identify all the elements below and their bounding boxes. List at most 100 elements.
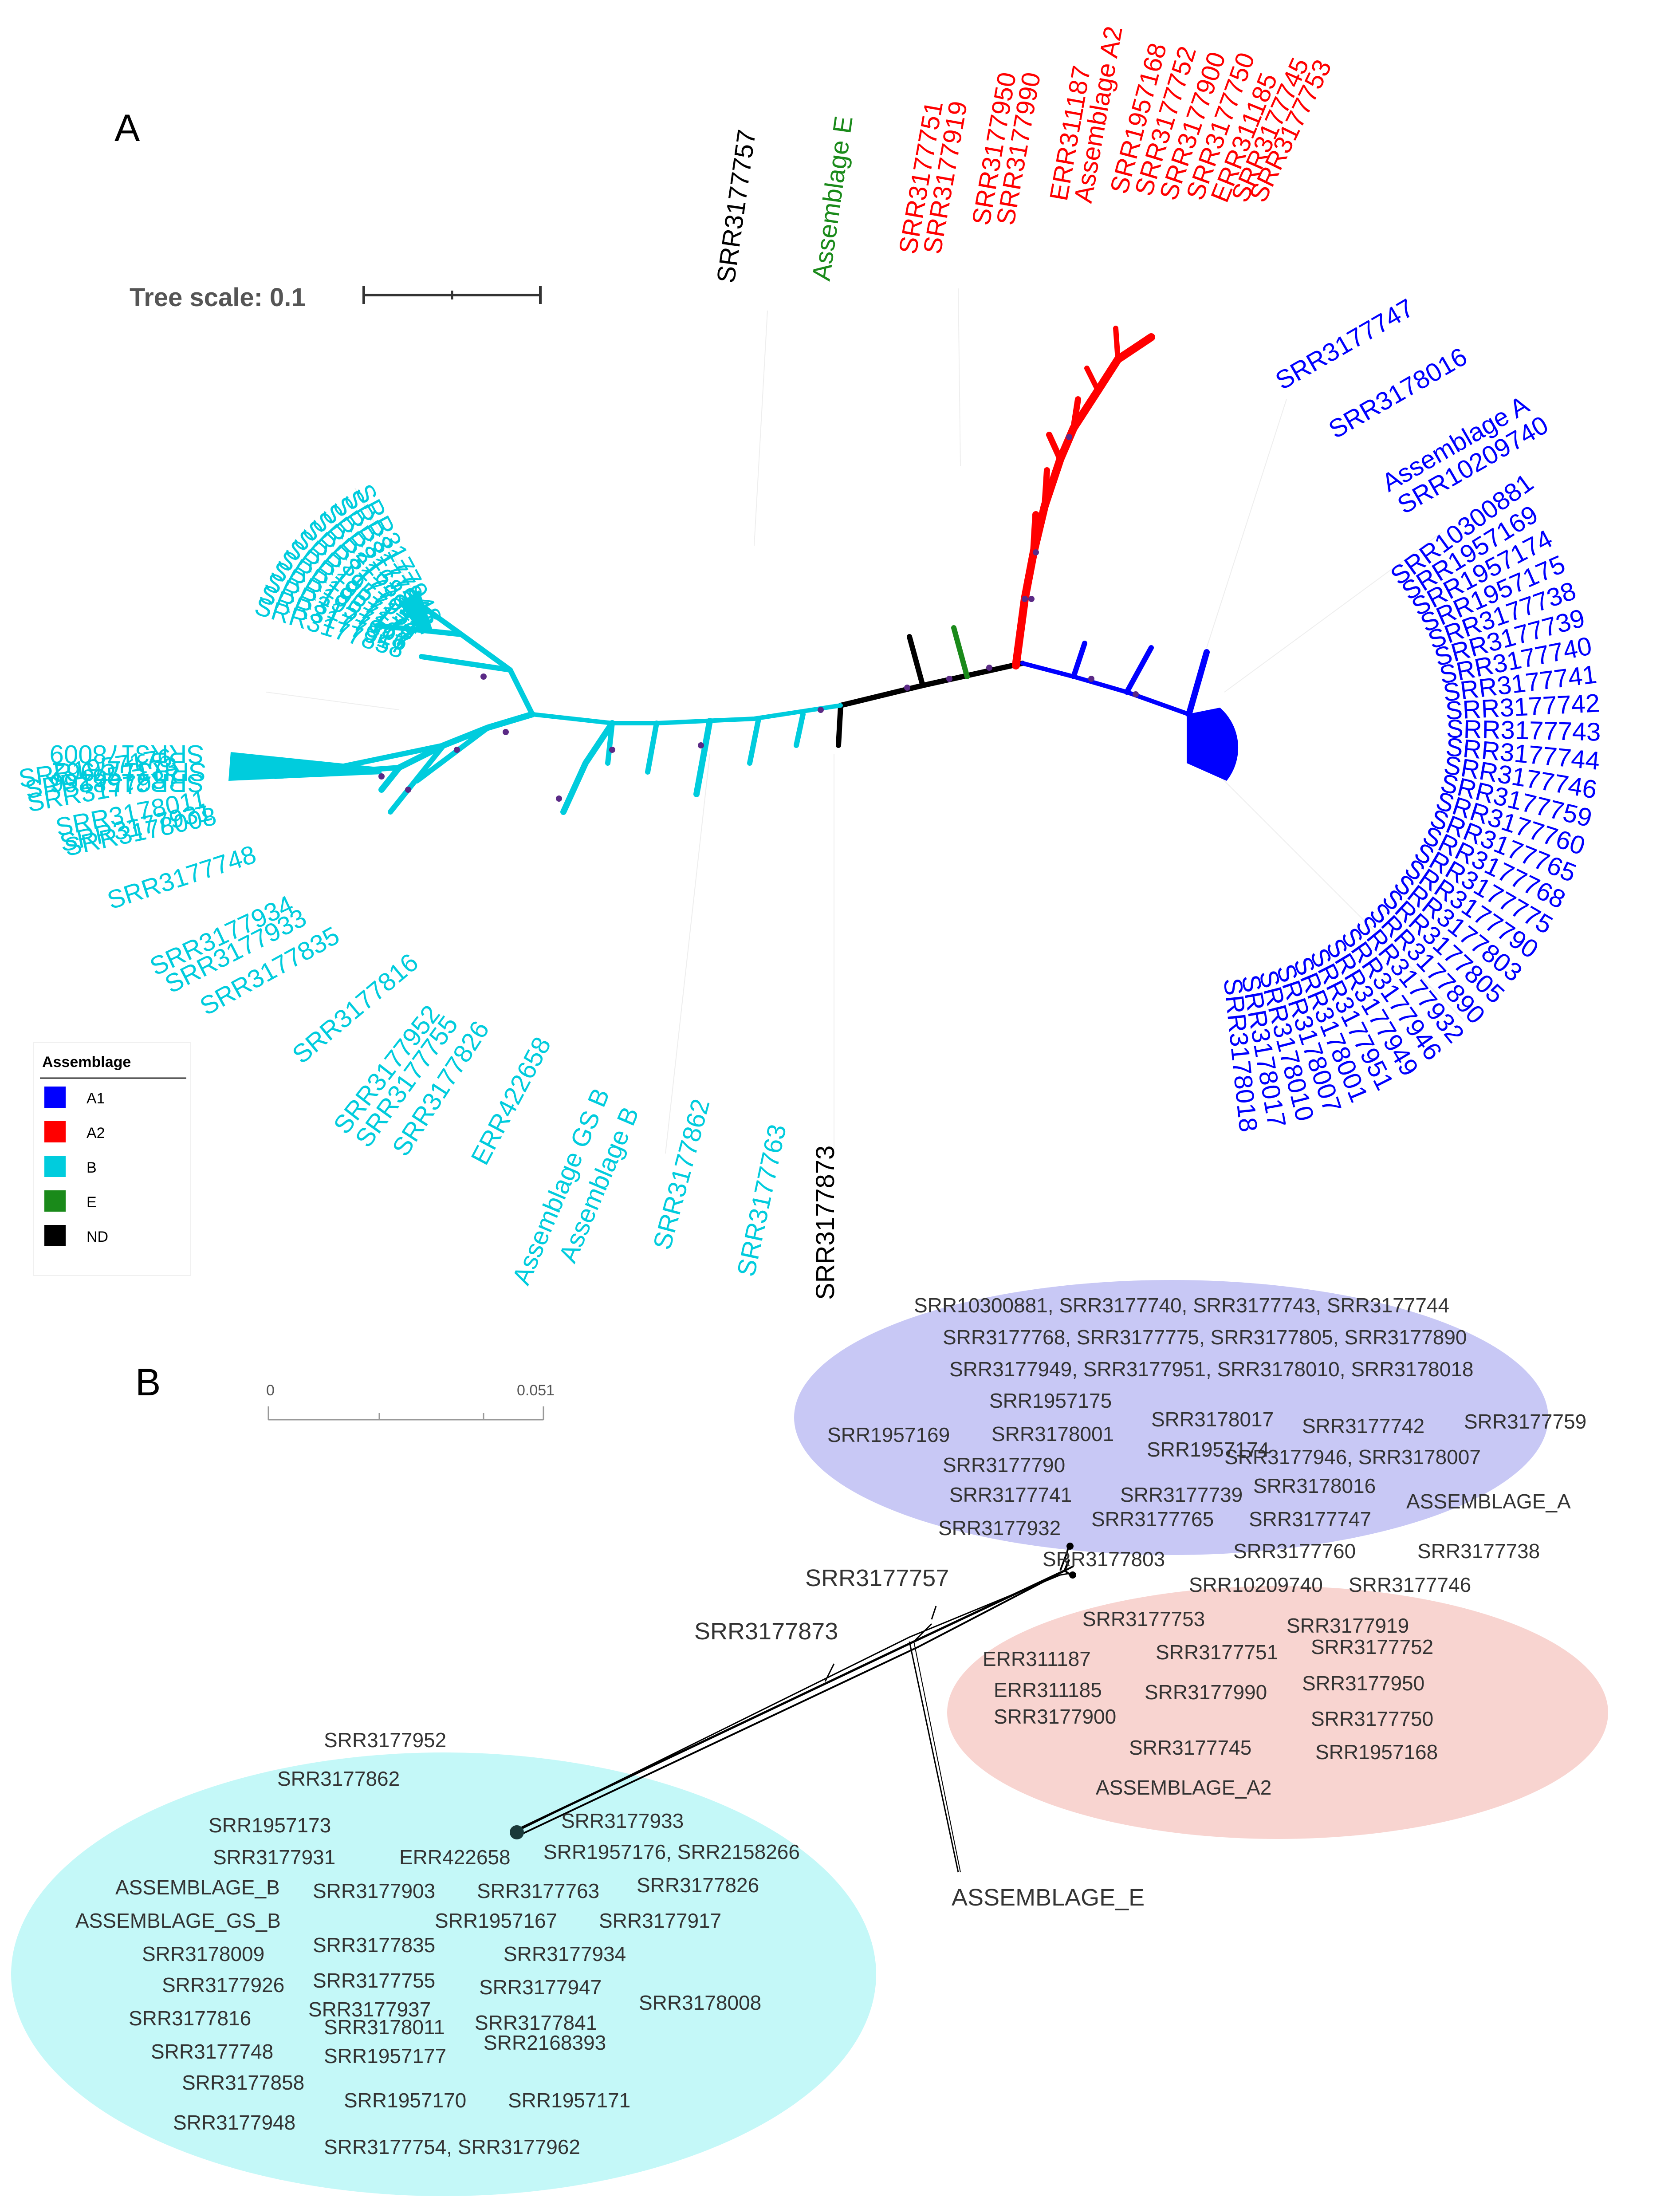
cluster-label: SRR3178017 bbox=[1151, 1408, 1274, 1431]
a1-stem bbox=[1020, 661, 1200, 721]
cluster-label: SRR3178011 bbox=[324, 2016, 445, 2039]
label-assemblage-e: ASSEMBLAGE_E bbox=[952, 1884, 1145, 1911]
cluster-label: SRR3177759 bbox=[1464, 1410, 1586, 1433]
cluster-label: ERR311187 bbox=[983, 1647, 1091, 1670]
cluster-label: SRR3178016 bbox=[1253, 1474, 1376, 1497]
legend-label: A1 bbox=[87, 1090, 105, 1107]
cluster-label: SRR3177768, SRR3177775, SRR3177805, SRR3… bbox=[943, 1326, 1467, 1349]
cluster-label: SRR1957168 bbox=[1315, 1740, 1438, 1764]
legend-label: ND bbox=[87, 1228, 108, 1245]
b-branch bbox=[334, 743, 446, 770]
cluster-label: SRR3177952 bbox=[324, 1729, 446, 1752]
panel-a: A Tree scale: 0.1 bbox=[17, 24, 1601, 1300]
cluster-label: SRR3177946, SRR3178007 bbox=[1224, 1445, 1481, 1469]
tip-label-b: SRR3177763 bbox=[732, 1122, 792, 1279]
panel-b-label: B bbox=[135, 1361, 161, 1404]
b-left-tips: SRR3178009SRR3177962SRR2158266SRR1957176… bbox=[17, 740, 219, 862]
cluster-label: ERR311185 bbox=[994, 1678, 1102, 1701]
tip-label-nd-top: SRR3177757 bbox=[712, 128, 762, 285]
a1-branch bbox=[1071, 641, 1087, 679]
tip-label-a1-text: SRR3177743 bbox=[1446, 714, 1601, 747]
cluster-label: SRR3177900 bbox=[994, 1705, 1116, 1728]
support-dot bbox=[503, 729, 509, 735]
cluster-label: SRR3177931 bbox=[213, 1846, 335, 1869]
network-edge bbox=[913, 1623, 932, 1642]
cluster-label: SRR3177947 bbox=[479, 1976, 602, 1999]
cluster-label: SRR3177751 bbox=[1156, 1641, 1278, 1664]
network-edge bbox=[520, 1559, 1070, 1829]
tip-guide-lines bbox=[266, 288, 1464, 1154]
legend-title: Assemblage bbox=[42, 1054, 131, 1071]
b-branch bbox=[645, 721, 659, 775]
cluster-label: SRR3178008 bbox=[639, 1991, 761, 2014]
network-edge bbox=[519, 1572, 1073, 1831]
cluster-label: SRR3177765 bbox=[1091, 1508, 1214, 1531]
cluster-label: SRR1957173 bbox=[209, 1814, 331, 1837]
b-branch bbox=[693, 718, 713, 797]
b-upper-tips: SRR3177948SRR3177841SRR3177903SRR2168393… bbox=[252, 480, 448, 664]
support-dot bbox=[378, 773, 385, 780]
cluster-label: SRR3177835 bbox=[313, 1933, 435, 1957]
support-dot bbox=[818, 707, 824, 713]
cluster-label: SRR3177919 bbox=[1287, 1614, 1409, 1637]
guide-line bbox=[754, 310, 768, 546]
legend-swatch bbox=[44, 1156, 66, 1177]
a-cluster-node bbox=[1066, 1543, 1074, 1550]
cluster-label: SRR3177862 bbox=[277, 1767, 400, 1790]
legend-swatch bbox=[44, 1190, 66, 1212]
a1-branch bbox=[1124, 645, 1154, 695]
cluster-label: SRR3177917 bbox=[599, 1909, 721, 1932]
a2-branch bbox=[1070, 333, 1155, 432]
support-dot bbox=[946, 676, 952, 682]
b-branch bbox=[388, 743, 446, 815]
branch-srr3177757 bbox=[907, 634, 925, 688]
guide-line bbox=[665, 754, 710, 1154]
cluster-label: SRR3177747 bbox=[1249, 1508, 1371, 1531]
a2-branch bbox=[1113, 326, 1121, 362]
support-dot bbox=[609, 747, 615, 753]
guide-line bbox=[1206, 399, 1287, 648]
assemblage-b-labels: SRR3177952 SRR3177862 SRR1957173 SRR3177933… bbox=[75, 1729, 800, 2158]
support-dot bbox=[454, 747, 460, 753]
network-edge-assemblage-e bbox=[913, 1641, 961, 1873]
cluster-label: SRR1957167 bbox=[435, 1909, 557, 1932]
legend-label: A2 bbox=[87, 1125, 105, 1142]
legend-swatch bbox=[44, 1225, 66, 1246]
cluster-label: SRR3177760 bbox=[1233, 1540, 1356, 1563]
cluster-label: SRR3177950 bbox=[1302, 1672, 1424, 1695]
cluster-label: SRR3177903 bbox=[313, 1879, 435, 1902]
support-dot bbox=[1028, 596, 1035, 602]
support-dot bbox=[1033, 549, 1039, 555]
cluster-label: SRR1957170 bbox=[344, 2089, 466, 2112]
tree-branches-nd bbox=[836, 634, 1025, 748]
cluster-label: ASSEMBLAGE_B bbox=[115, 1876, 280, 1899]
network-edge bbox=[523, 1565, 1074, 1834]
cluster-label: SRR3177948 bbox=[173, 2111, 295, 2134]
support-dot bbox=[1022, 596, 1028, 602]
network-edge bbox=[931, 1606, 937, 1620]
tip-label-b-text: SRR2158266 bbox=[50, 768, 204, 797]
cluster-label: SRR2168393 bbox=[484, 2031, 606, 2054]
cluster-label: SRR3177858 bbox=[182, 2071, 304, 2094]
svg-text:SRR3177757: SRR3177757 bbox=[712, 128, 762, 285]
cluster-label: SRR3177790 bbox=[943, 1453, 1065, 1477]
tree-branches-a1 bbox=[1020, 641, 1210, 721]
b-collapsed-clade-left bbox=[228, 752, 382, 781]
b-branch bbox=[419, 603, 535, 717]
cluster-label: SRR3177742 bbox=[1302, 1414, 1424, 1437]
guide-line bbox=[1224, 532, 1442, 693]
a2-branch bbox=[1084, 366, 1101, 393]
panel-a-label: A bbox=[114, 107, 140, 150]
scale-end-label: 0.051 bbox=[517, 1382, 555, 1399]
cluster-label: SRR1957177 bbox=[324, 2044, 446, 2067]
network-edge-assemblage-e bbox=[909, 1641, 959, 1873]
cluster-label: SRR3177949, SRR3177951, SRR3178010, SRR3… bbox=[949, 1358, 1474, 1381]
a2-branch bbox=[1030, 511, 1039, 556]
b-stem bbox=[530, 703, 843, 725]
cluster-label: SRR3178009 bbox=[142, 1942, 264, 1965]
panel-b: B 0 0.051 SRR31 bbox=[11, 1280, 1608, 2196]
a2-stem bbox=[1012, 502, 1049, 669]
cluster-label: SRR3177803 bbox=[1043, 1547, 1165, 1571]
label-srr3177873: SRR3177873 bbox=[694, 1618, 838, 1645]
legend-items: A1 A2 B E ND bbox=[44, 1087, 108, 1246]
